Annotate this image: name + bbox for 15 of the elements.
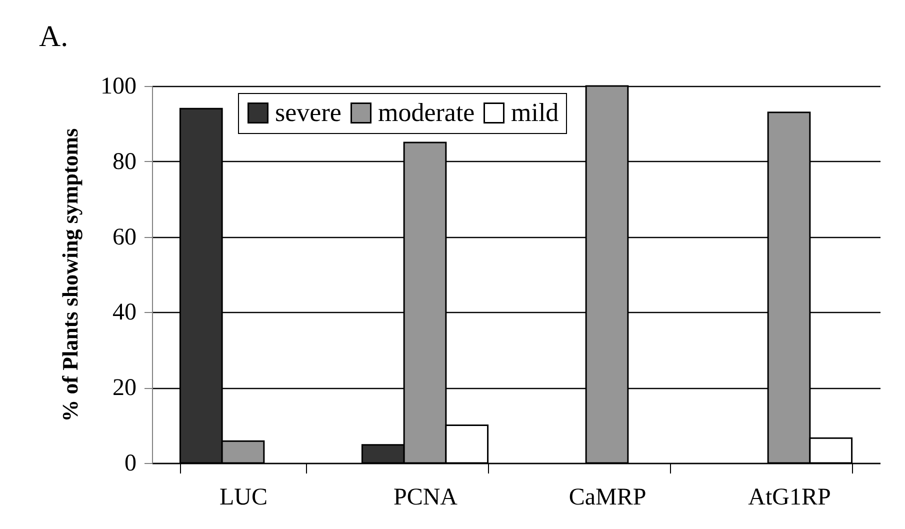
y-tick-label: 40 (112, 300, 136, 326)
y-tick-label: 0 (124, 450, 136, 476)
y-tick-label: 100 (100, 74, 136, 100)
x-tick-label: LUC (220, 484, 268, 510)
legend-label: moderate (378, 98, 475, 127)
legend-label: mild (511, 98, 559, 127)
y-axis-title: % of Plants showing symptoms (58, 128, 82, 422)
legend-label: severe (275, 98, 342, 127)
x-tick-label: PCNA (393, 484, 458, 510)
x-tick-label: CaMRP (568, 484, 646, 510)
y-tick-label: 60 (112, 224, 136, 250)
chart-title: A. (39, 20, 68, 53)
x-tick-label: AtG1RP (748, 484, 831, 510)
y-tick-label: 20 (112, 375, 136, 402)
y-tick-label: 80 (112, 148, 136, 175)
